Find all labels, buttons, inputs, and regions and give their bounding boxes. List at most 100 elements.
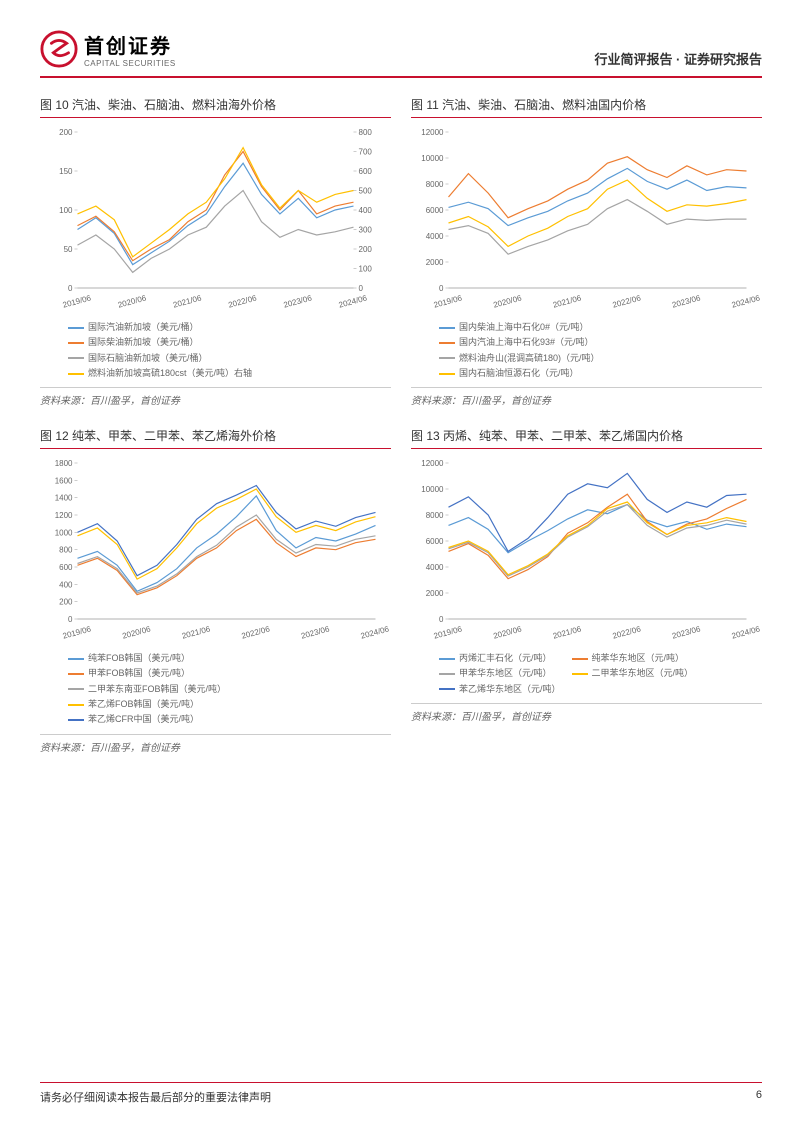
svg-text:100: 100 [59,206,73,215]
svg-text:2000: 2000 [426,258,444,267]
legend-item: 苯乙烯华东地区（元/吨） [439,682,561,697]
svg-text:400: 400 [359,206,373,215]
svg-text:2022/06: 2022/06 [612,625,643,641]
svg-text:12000: 12000 [421,128,444,137]
svg-text:150: 150 [59,167,73,176]
svg-text:2022/06: 2022/06 [241,625,272,641]
header-title: 行业简评报告 · 证券研究报告 [594,49,762,68]
svg-text:800: 800 [359,128,373,137]
svg-text:2023/06: 2023/06 [300,625,331,641]
content: 图 10 汽油、柴油、石脑油、燃料油海外价格 05010015020001002… [0,78,802,754]
page-footer: 请务必仔细阅读本报告最后部分的重要法律声明 6 [40,1082,762,1106]
chart-source: 资料来源：百川盈孚，首创证券 [40,734,391,754]
legend-item: 二甲苯华东地区（元/吨） [572,666,694,681]
chart-11: 图 11 汽油、柴油、石脑油、燃料油国内价格 0 2000 4000 6000 8000… [411,96,762,407]
chart-source: 资料来源：百川盈孚，首创证券 [40,387,391,407]
svg-text:6000: 6000 [426,206,444,215]
svg-text:2020/06: 2020/06 [121,625,152,641]
svg-text:2022/06: 2022/06 [612,293,643,309]
svg-text:100: 100 [359,265,373,274]
svg-text:0: 0 [68,615,73,624]
legend-item: 甲苯FOB韩国（美元/吨） [68,666,391,681]
svg-text:2019/06: 2019/06 [62,293,93,309]
svg-text:2024/06: 2024/06 [360,625,391,641]
svg-text:2021/06: 2021/06 [552,293,583,309]
svg-text:200: 200 [59,128,73,137]
chart-10: 图 10 汽油、柴油、石脑油、燃料油海外价格 05010015020001002… [40,96,391,407]
svg-text:1400: 1400 [55,494,73,503]
svg-text:10000: 10000 [421,485,444,494]
legend-item: 丙烯汇丰石化（元/吨） [439,651,552,666]
svg-text:10000: 10000 [421,154,444,163]
svg-text:2024/06: 2024/06 [338,293,369,309]
chart-12: 图 12 纯苯、甲苯、二甲苯、苯乙烯海外价格 0 200 400 600 800 1000… [40,427,391,753]
legend-item: 国内柴油上海中石化0#（元/吨） [439,320,762,335]
legend-item: 苯乙烯FOB韩国（美元/吨） [68,697,391,712]
svg-text:50: 50 [64,245,73,254]
chart-13: 图 13 丙烯、纯苯、甲苯、二甲苯、苯乙烯国内价格 0 2000 4000 6000 8… [411,427,762,753]
footer-page: 6 [756,1089,762,1105]
svg-text:0: 0 [359,284,364,293]
svg-text:2021/06: 2021/06 [172,293,203,309]
legend-item: 甲苯华东地区（元/吨） [439,666,552,681]
svg-text:0: 0 [439,284,444,293]
chart-title: 图 13 丙烯、纯苯、甲苯、二甲苯、苯乙烯国内价格 [411,427,762,444]
legend-item: 纯苯FOB韩国（美元/吨） [68,651,391,666]
svg-text:2020/06: 2020/06 [492,625,523,641]
chart-title: 图 10 汽油、柴油、石脑油、燃料油海外价格 [40,96,391,113]
legend-item: 国际石脑油新加坡（美元/桶） [68,351,391,366]
svg-text:2000: 2000 [426,589,444,598]
legend-item: 燃料油舟山(混调高硫180)（元/吨） [439,351,762,366]
svg-text:1000: 1000 [55,529,73,538]
legend-item: 国内汽油上海中石化93#（元/吨） [439,335,762,350]
svg-text:2019/06: 2019/06 [433,625,464,641]
chart-title: 图 12 纯苯、甲苯、二甲苯、苯乙烯海外价格 [40,427,391,444]
svg-text:600: 600 [359,167,373,176]
svg-text:200: 200 [59,598,73,607]
chart-source: 资料来源：百川盈孚，首创证券 [411,387,762,407]
legend-item: 二甲苯东南亚FOB韩国（美元/吨） [68,682,391,697]
svg-text:2024/06: 2024/06 [731,293,762,309]
svg-text:2019/06: 2019/06 [433,293,464,309]
svg-text:2022/06: 2022/06 [227,293,258,309]
legend-item: 国际汽油新加坡（美元/桶） [68,320,391,335]
svg-text:1600: 1600 [55,477,73,486]
svg-text:8000: 8000 [426,511,444,520]
logo-text-cn: 首创证券 [84,30,176,59]
svg-text:8000: 8000 [426,180,444,189]
svg-text:12000: 12000 [421,459,444,468]
svg-text:4000: 4000 [426,563,444,572]
svg-text:2024/06: 2024/06 [731,625,762,641]
footer-disclaimer: 请务必仔细阅读本报告最后部分的重要法律声明 [40,1089,271,1105]
svg-text:500: 500 [359,187,373,196]
svg-text:200: 200 [359,245,373,254]
svg-text:700: 700 [359,148,373,157]
legend-item: 国内石脑油恒源石化（元/吨） [439,366,762,381]
logo-icon [40,30,78,68]
svg-text:2023/06: 2023/06 [671,625,702,641]
legend-item: 苯乙烯CFR中国（美元/吨） [68,712,391,727]
svg-text:0: 0 [439,615,444,624]
svg-text:400: 400 [59,581,73,590]
svg-text:1800: 1800 [55,459,73,468]
page-header: 首创证券 CAPITAL SECURITIES 行业简评报告 · 证券研究报告 [0,0,802,76]
chart-source: 资料来源：百川盈孚，首创证券 [411,703,762,723]
legend-item: 国际柴油新加坡（美元/桶） [68,335,391,350]
svg-text:2021/06: 2021/06 [181,625,212,641]
legend-item: 纯苯华东地区（元/吨） [572,651,685,666]
svg-text:4000: 4000 [426,232,444,241]
svg-text:800: 800 [59,546,73,555]
svg-text:2021/06: 2021/06 [552,625,583,641]
chart-title: 图 11 汽油、柴油、石脑油、燃料油国内价格 [411,96,762,113]
svg-text:2020/06: 2020/06 [492,293,523,309]
svg-text:6000: 6000 [426,537,444,546]
svg-text:2023/06: 2023/06 [283,293,314,309]
svg-text:300: 300 [359,226,373,235]
svg-text:1200: 1200 [55,511,73,520]
logo-text-en: CAPITAL SECURITIES [84,59,176,68]
svg-text:2023/06: 2023/06 [671,293,702,309]
svg-text:2020/06: 2020/06 [117,293,148,309]
svg-text:600: 600 [59,563,73,572]
legend-item: 燃料油新加坡高硫180cst（美元/吨）右轴 [68,366,391,381]
svg-text:2019/06: 2019/06 [62,625,93,641]
